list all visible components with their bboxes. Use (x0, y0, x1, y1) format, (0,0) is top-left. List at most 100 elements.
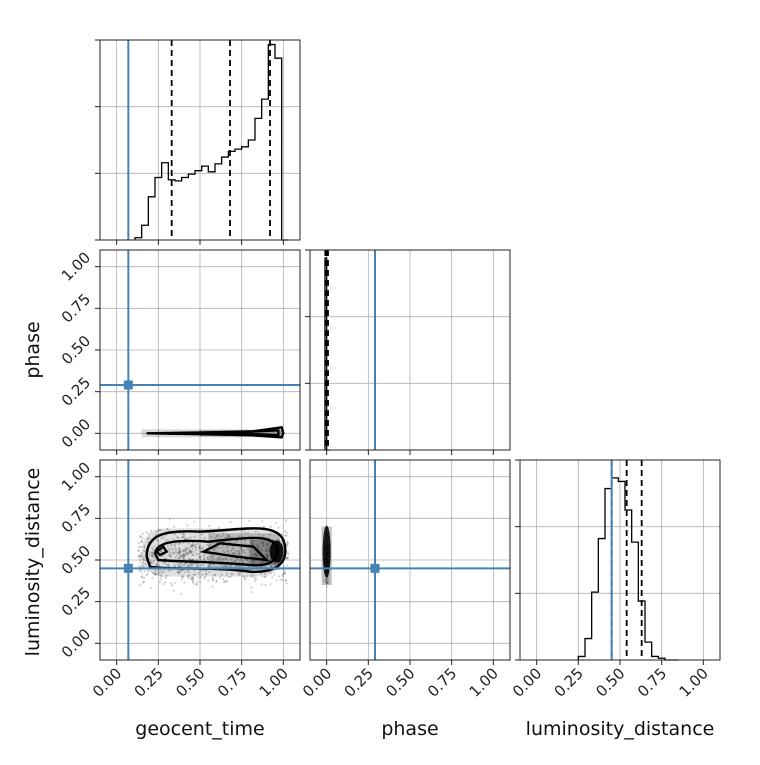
scatter-geocent-lumdist-pt-619 (260, 549, 263, 552)
scatter-geocent-lumdist-pt-748 (140, 540, 143, 543)
scatter-phase-lumdist-pt-65 (325, 585, 328, 588)
scatter-geocent-lumdist-pt-130 (218, 555, 221, 559)
scatter-geocent-lumdist-pt-661 (194, 546, 197, 549)
scatter-geocent-lumdist-pt-91 (178, 551, 181, 554)
hist-bin-luminosity_distance-8 (632, 542, 639, 660)
scatter-geocent-lumdist-pt-86 (140, 575, 144, 578)
scatter-geocent-lumdist-pt-612 (238, 550, 241, 553)
scatter-geocent-lumdist-pt-258 (152, 548, 155, 551)
truth-point-phase-lumdist (370, 563, 380, 573)
scatter-geocent-lumdist-pt-415 (184, 548, 187, 551)
scatter-geocent-lumdist-pt-223 (269, 525, 273, 528)
scatter-geocent-lumdist-pt-312 (286, 557, 289, 560)
scatter-geocent-lumdist-pt-256 (187, 563, 190, 567)
contour-geocent-phase-inner (163, 429, 280, 437)
scatter-geocent-lumdist-pt-625 (260, 583, 263, 586)
scatter-geocent-lumdist-pt-311 (222, 580, 225, 583)
scatter-geocent-lumdist-pt-894 (172, 589, 175, 592)
scatter-geocent-lumdist-pt-631 (188, 574, 191, 577)
scatter-geocent-lumdist-pt-170 (268, 544, 271, 547)
scatter-geocent-lumdist-pt-537 (245, 575, 249, 578)
scatter-geocent-lumdist-pt-569 (251, 543, 254, 546)
scatter-geocent-lumdist-pt-769 (146, 572, 149, 575)
scatter-geocent-lumdist-pt-811 (191, 563, 194, 566)
scatter-geocent-lumdist-pt-654 (186, 575, 190, 578)
scatter-geocent-lumdist-pt-43 (183, 555, 186, 558)
scatter-geocent-lumdist-pt-776 (244, 551, 247, 555)
scatter-geocent-lumdist-pt-747 (173, 544, 176, 547)
scatter-geocent-lumdist-pt-545 (265, 547, 269, 550)
scatter-geocent-lumdist-pt-618 (147, 532, 150, 535)
scatter-geocent-lumdist-pt-521 (207, 564, 211, 567)
scatter-geocent-lumdist-pt-55 (177, 542, 181, 546)
scatter-geocent-lumdist-pt-729 (212, 531, 215, 535)
scatter-geocent-lumdist-pt-4 (199, 547, 202, 551)
scatter-geocent-lumdist-pt-899 (281, 578, 284, 582)
scatter-geocent-lumdist-pt-167 (242, 560, 245, 563)
scatter-geocent-lumdist-pt-890 (186, 552, 190, 556)
scatter-geocent-lumdist-pt-200 (155, 563, 159, 567)
scatter-geocent-lumdist-pt-120 (264, 575, 267, 578)
scatter-geocent-lumdist-pt-690 (176, 562, 179, 565)
scatter-geocent-lumdist-pt-740 (182, 549, 185, 552)
scatter-geocent-lumdist-pt-594 (276, 537, 279, 541)
scatter-geocent-lumdist-pt-464 (164, 562, 167, 565)
scatter-geocent-lumdist-pt-177 (250, 590, 253, 594)
scatter-geocent-lumdist-pt-703 (189, 536, 192, 539)
scatter-geocent-lumdist-pt-365 (140, 570, 143, 574)
scatter-geocent-lumdist-pt-610 (193, 535, 196, 538)
scatter-geocent-lumdist-pt-489 (215, 579, 218, 582)
hist-bin-geocent_time-2 (148, 197, 155, 240)
scatter-geocent-lumdist-pt-525 (221, 557, 224, 560)
scatter-geocent-lumdist-pt-579 (155, 538, 159, 541)
scatter-geocent-lumdist-pt-221 (159, 550, 163, 553)
scatter-geocent-lumdist-pt-295 (254, 552, 257, 555)
scatter-phase-lumdist-pt-138 (323, 579, 327, 582)
scatter-geocent-lumdist-pt-157 (168, 569, 171, 572)
scatter-geocent-lumdist-pt-739 (190, 545, 193, 548)
scatter-geocent-lumdist-pt-879 (196, 565, 199, 568)
scatter-geocent-lumdist-pt-813 (271, 576, 274, 579)
scatter-geocent-lumdist-pt-423 (267, 547, 271, 550)
scatter-geocent-lumdist-pt-444 (170, 544, 173, 547)
scatter-geocent-lumdist-pt-282 (217, 546, 220, 549)
scatter-geocent-lumdist-pt-797 (231, 548, 234, 551)
scatter-geocent-lumdist-pt-103 (267, 542, 270, 545)
hist-bin-geocent_time-1 (142, 225, 149, 240)
scatter-geocent-lumdist-pt-793 (191, 544, 194, 547)
scatter-geocent-lumdist-pt-382 (256, 544, 259, 547)
scatter-geocent-lumdist-pt-465 (166, 544, 170, 548)
scatter-geocent-lumdist-pt-643 (177, 536, 180, 540)
ytick-label-luminosity_distance-0: 0.00 (58, 625, 94, 661)
scatter-geocent-lumdist-pt-860 (210, 555, 213, 558)
scatter-geocent-lumdist-pt-144 (140, 539, 143, 542)
scatter-geocent-lumdist-pt-399 (224, 565, 228, 568)
scatter-geocent-lumdist-pt-682 (228, 535, 231, 538)
scatter-geocent-lumdist-pt-400 (173, 525, 176, 528)
hist-bin-geocent_time-9 (195, 171, 202, 240)
scatter-geocent-lumdist-pt-215 (141, 564, 144, 567)
scatter-geocent-lumdist-pt-58 (250, 575, 253, 578)
scatter-geocent-lumdist-pt-823 (197, 572, 200, 575)
scatter-geocent-lumdist-pt-638 (187, 570, 191, 573)
scatter-geocent-lumdist-pt-276 (146, 569, 149, 573)
scatter-geocent-lumdist-pt-696 (163, 557, 166, 560)
scatter-geocent-lumdist-pt-614 (191, 553, 194, 556)
scatter-geocent-lumdist-pt-829 (141, 581, 145, 584)
scatter-geocent-lumdist-pt-27 (216, 557, 219, 560)
scatter-geocent-lumdist-pt-182 (200, 576, 203, 579)
scatter-geocent-lumdist-pt-85 (200, 533, 203, 536)
scatter-geocent-lumdist-pt-193 (152, 559, 155, 563)
scatter-geocent-lumdist-pt-657 (166, 538, 169, 542)
scatter-geocent-lumdist-pt-887 (244, 578, 247, 581)
scatter-geocent-lumdist-pt-297 (237, 573, 241, 576)
xtick-label-luminosity_distance-4: 1.00 (676, 664, 712, 700)
scatter-geocent-lumdist-pt-841 (164, 581, 167, 584)
scatter-geocent-lumdist-pt-172 (180, 592, 183, 595)
hist-bin-geocent_time-13 (222, 157, 229, 240)
scatter-geocent-lumdist-pt-139 (251, 560, 254, 563)
scatter-geocent-lumdist-pt-895 (215, 580, 218, 583)
scatter-geocent-lumdist-pt-51 (237, 552, 240, 555)
density-peak-phase-lumdist (322, 525, 331, 578)
scatter-geocent-lumdist-pt-479 (222, 578, 225, 581)
